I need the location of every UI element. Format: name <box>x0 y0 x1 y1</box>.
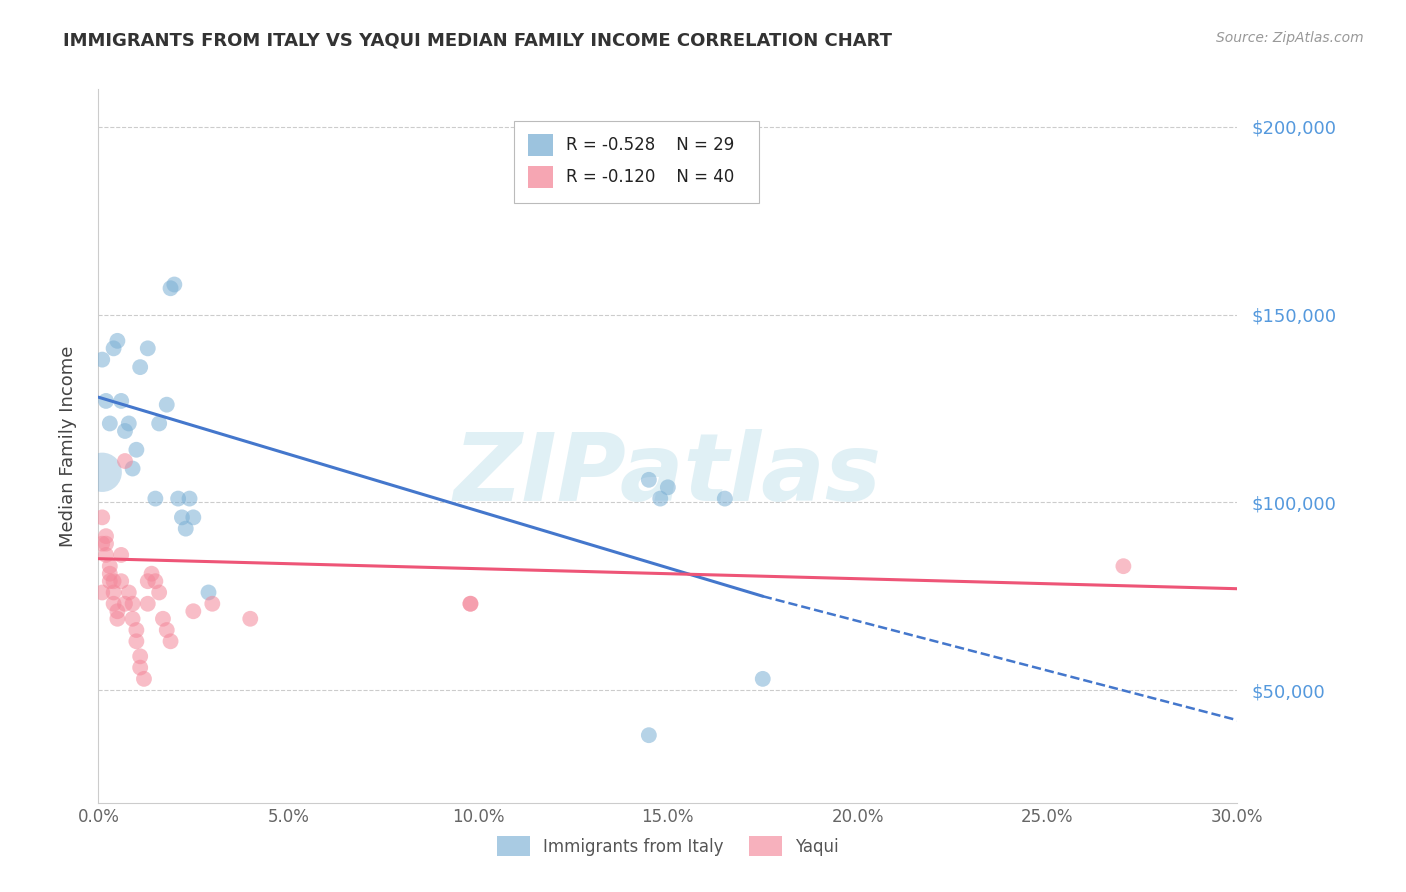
Point <box>132 672 155 686</box>
Point <box>91 465 114 479</box>
Point <box>121 461 143 475</box>
Point <box>752 672 775 686</box>
Point <box>98 566 121 581</box>
Point <box>129 660 152 674</box>
Point <box>98 574 121 589</box>
Point <box>98 417 121 431</box>
Point <box>94 393 117 408</box>
Point <box>156 623 179 637</box>
Text: R = -0.120    N = 40: R = -0.120 N = 40 <box>567 168 735 186</box>
Point <box>118 585 141 599</box>
Point <box>103 597 125 611</box>
Point <box>136 342 159 356</box>
Legend: Immigrants from Italy, Yaqui: Immigrants from Italy, Yaqui <box>489 830 846 863</box>
Point <box>145 574 167 589</box>
Point <box>125 623 148 637</box>
Point <box>159 634 181 648</box>
Bar <box>527 134 553 155</box>
Point <box>91 536 114 550</box>
Point <box>460 597 482 611</box>
Point <box>110 393 132 408</box>
Point <box>91 352 114 367</box>
Point <box>125 634 148 648</box>
Point <box>159 281 181 295</box>
Point <box>1112 559 1135 574</box>
Point <box>145 491 167 506</box>
Point <box>107 334 129 348</box>
Point <box>638 728 661 742</box>
Text: ZIPatlas: ZIPatlas <box>454 428 882 521</box>
Point <box>110 574 132 589</box>
Text: R = -0.528    N = 29: R = -0.528 N = 29 <box>567 136 735 153</box>
Point <box>121 597 143 611</box>
Point <box>141 566 163 581</box>
Point <box>118 417 141 431</box>
Point <box>650 491 672 506</box>
Point <box>136 597 159 611</box>
Point <box>98 559 121 574</box>
Point <box>94 548 117 562</box>
Point <box>103 585 125 599</box>
Point <box>107 604 129 618</box>
Point <box>110 548 132 562</box>
Point <box>657 480 679 494</box>
Point <box>163 277 186 292</box>
Point <box>94 536 117 550</box>
Point <box>103 342 125 356</box>
Point <box>201 597 224 611</box>
Point <box>239 612 262 626</box>
Point <box>114 454 136 468</box>
Point <box>148 417 170 431</box>
Point <box>714 491 737 506</box>
Point <box>91 510 114 524</box>
Point <box>114 597 136 611</box>
Bar <box>527 166 553 187</box>
Point <box>183 510 205 524</box>
Point <box>156 398 179 412</box>
Point <box>148 585 170 599</box>
Point <box>197 585 219 599</box>
Point <box>121 612 143 626</box>
Point <box>460 597 482 611</box>
Point <box>152 612 174 626</box>
Point <box>129 649 152 664</box>
Point <box>114 424 136 438</box>
Point <box>103 574 125 589</box>
Point <box>129 360 152 375</box>
Point <box>107 612 129 626</box>
Point <box>125 442 148 457</box>
Point <box>136 574 159 589</box>
Point <box>94 529 117 543</box>
FancyBboxPatch shape <box>515 121 759 203</box>
Point <box>179 491 201 506</box>
Text: IMMIGRANTS FROM ITALY VS YAQUI MEDIAN FAMILY INCOME CORRELATION CHART: IMMIGRANTS FROM ITALY VS YAQUI MEDIAN FA… <box>63 31 893 49</box>
Y-axis label: Median Family Income: Median Family Income <box>59 345 77 547</box>
Point <box>183 604 205 618</box>
Point <box>170 510 193 524</box>
Point <box>638 473 661 487</box>
Point <box>174 522 197 536</box>
Point <box>167 491 190 506</box>
Text: Source: ZipAtlas.com: Source: ZipAtlas.com <box>1216 31 1364 45</box>
Point <box>91 585 114 599</box>
